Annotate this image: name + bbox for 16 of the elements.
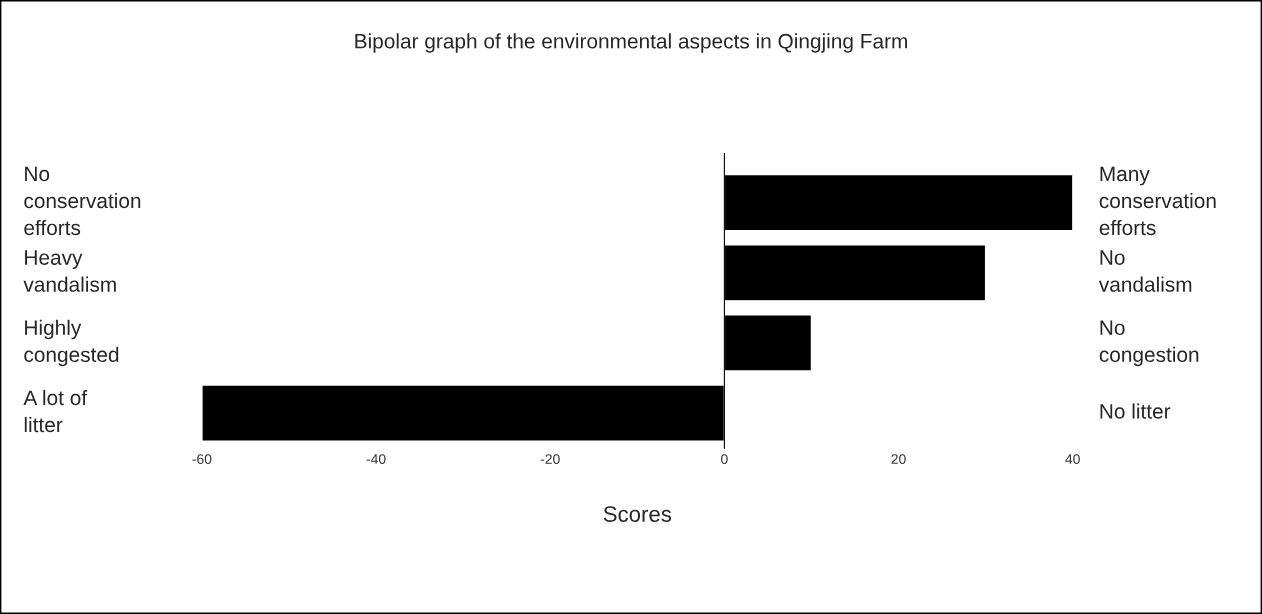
chart-title: Bipolar graph of the environmental aspects in Qingjing Farm (355, 33, 907, 53)
x-tick-label: -60 (192, 454, 212, 464)
y2-tick-label: No congestion (1099, 320, 1199, 367)
x-axis-title: Scores (603, 506, 672, 522)
y2-tick-label: Many conservation efforts (1099, 166, 1216, 236)
x-tick-label: -40 (366, 454, 386, 464)
x-tick-label: 20 (891, 454, 906, 464)
x-tick-label: 0 (721, 454, 728, 464)
y-tick-label: No conservation efforts (24, 166, 141, 236)
x-tick-label: 40 (1065, 454, 1080, 464)
y2-tick-label: No vandalism (1098, 250, 1192, 292)
y2-tick-label: No litter (1100, 403, 1171, 419)
y-tick-label: Highly congested (24, 319, 119, 367)
y-tick-label: A lot of litter (23, 389, 88, 433)
y-tick-label: Heavy vandalism (23, 250, 116, 292)
x-tick-label: -20 (540, 454, 560, 464)
